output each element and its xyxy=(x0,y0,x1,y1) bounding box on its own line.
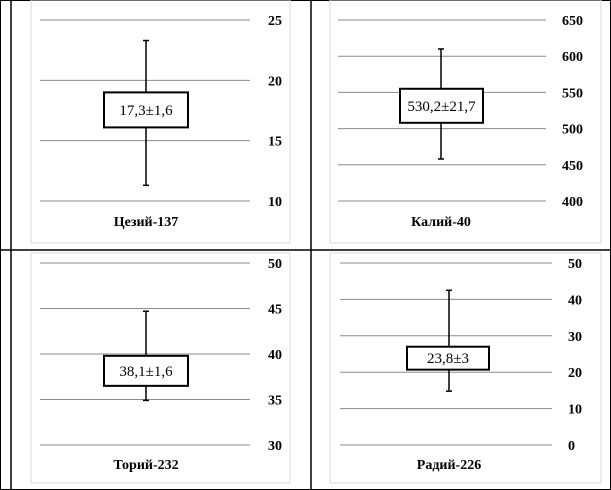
value-box-label: 38,1±1,6 xyxy=(119,364,173,380)
panel-cesium-137: 10 15 20 25 17,3±1,6 Цезий-137 xyxy=(30,0,291,244)
y-tick-label: 35 xyxy=(268,394,282,409)
y-tick-label: 50 xyxy=(268,257,282,272)
y-tick-label: 650 xyxy=(562,14,583,29)
x-axis-label: Цезий-137 xyxy=(114,215,179,230)
plot-area-border xyxy=(329,252,602,484)
y-tick-label: 400 xyxy=(562,195,583,210)
y-tick-label: 10 xyxy=(568,403,582,418)
panel-potassium-40: 400 450 500 550 600 650 530,2±21,7 Калий-40 xyxy=(329,0,602,244)
value-box-label: 23,8±3 xyxy=(427,351,469,367)
y-tick-label: 15 xyxy=(268,135,282,150)
x-axis-label: Торий-232 xyxy=(113,458,178,473)
y-tick-label: 500 xyxy=(562,123,583,138)
y-tick-label: 20 xyxy=(568,366,582,381)
y-tick-label: 0 xyxy=(568,439,575,454)
panel-radium-226: 0 10 20 30 40 50 23,8±3 Радий-226 xyxy=(329,252,602,484)
y-tick-label: 30 xyxy=(568,330,582,345)
y-tick-label: 30 xyxy=(268,439,282,454)
y-tick-label: 50 xyxy=(568,257,582,272)
plot-area-border xyxy=(329,0,602,244)
x-axis-label: Радий-226 xyxy=(417,458,481,473)
y-tick-label: 40 xyxy=(268,348,282,363)
value-box-label: 17,3±1,6 xyxy=(119,103,173,119)
plot-area-border xyxy=(30,0,291,244)
plot-area-border xyxy=(30,252,291,484)
value-box-label: 530,2±21,7 xyxy=(407,99,476,115)
y-tick-label: 10 xyxy=(268,195,282,210)
y-tick-label: 20 xyxy=(268,74,282,89)
y-tick-label: 550 xyxy=(562,86,583,101)
value-box xyxy=(103,91,189,129)
x-axis-label: Калий-40 xyxy=(411,215,471,230)
value-box xyxy=(406,345,490,371)
y-tick-label: 25 xyxy=(268,14,282,29)
y-tick-label: 600 xyxy=(562,50,583,65)
y-tick-label: 40 xyxy=(568,293,582,308)
panel-thorium-232: 30 35 40 45 50 38,1±1,6 Торий-232 xyxy=(30,252,291,484)
y-tick-label: 45 xyxy=(268,303,282,318)
value-box xyxy=(399,87,484,124)
y-tick-label: 450 xyxy=(562,159,583,174)
value-box xyxy=(103,354,189,387)
